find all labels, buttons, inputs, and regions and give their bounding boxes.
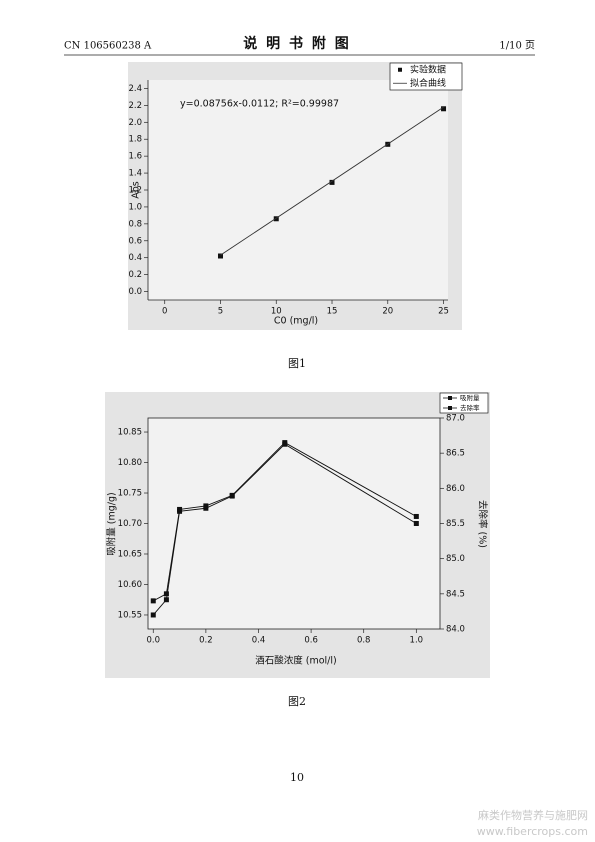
- y-tick-label: 10.80: [118, 458, 142, 468]
- data-point: [150, 598, 156, 604]
- y-tick-label: 1.0: [128, 202, 142, 212]
- y2-tick-label: 85.5: [446, 519, 465, 529]
- x-tick-label: 0.6: [304, 636, 318, 646]
- data-point: [203, 503, 209, 509]
- header-left: CN 106560238 A: [64, 41, 152, 52]
- y2-tick-label: 84.5: [446, 589, 465, 599]
- y-tick-label: 0.4: [128, 253, 142, 263]
- legend-box: [389, 62, 463, 91]
- y2-tick-label: 84.0: [446, 625, 465, 635]
- x-axis-label: 酒石酸浓度 (mol/l): [255, 655, 336, 667]
- y-axis-label: Abs: [131, 181, 142, 199]
- legend-label: 拟合曲线: [410, 77, 446, 89]
- legend-marker: [448, 406, 452, 410]
- series-line: [220, 106, 444, 256]
- x-tick-label: 20: [382, 307, 393, 317]
- x-tick-label: 10: [271, 307, 282, 317]
- plot-area: [147, 417, 441, 630]
- y-tick-label: 0.2: [128, 270, 142, 280]
- y-tick-label: 10.65: [118, 549, 142, 559]
- y2-tick-label: 87.0: [446, 414, 465, 424]
- y-tick-label: 2.4: [128, 84, 142, 94]
- caption: 图2: [288, 695, 306, 708]
- watermark: www.fibercrops.com: [477, 825, 588, 838]
- y2-tick-label: 86.0: [446, 484, 465, 494]
- x-tick-label: 0.2: [199, 636, 213, 646]
- annotation: y=0.08756x-0.0112; R²=0.99987: [180, 99, 339, 110]
- y-tick-label: 2.2: [128, 101, 142, 111]
- data-point: [229, 492, 235, 498]
- y-tick-label: 10.70: [118, 519, 142, 529]
- y-tick-label: 1.6: [128, 152, 142, 162]
- data-point: [150, 612, 156, 618]
- y-tick-label: 2.0: [128, 118, 142, 128]
- header-right: 1/10 页: [499, 40, 535, 52]
- x-tick-label: 25: [438, 307, 449, 317]
- data-point: [413, 521, 419, 526]
- page-number: 10: [290, 771, 304, 784]
- x-tick-label: 1.0: [410, 636, 424, 646]
- legend-marker: [398, 67, 402, 72]
- legend-label: 实验数据: [410, 63, 446, 75]
- watermark: 麻类作物营养与施肥网: [478, 808, 588, 822]
- data-point: [273, 216, 279, 222]
- y-tick-label: 1.2: [128, 186, 142, 196]
- x-axis-label: C0 (mg/l): [274, 316, 318, 327]
- data-point: [163, 597, 169, 603]
- x-tick-label: 0.4: [252, 636, 266, 646]
- y-tick-label: 0.8: [128, 219, 142, 229]
- plot-area: [148, 80, 448, 300]
- y2-axis-label: 去除率 (%): [477, 500, 489, 548]
- y-tick-label: 10.55: [118, 610, 142, 620]
- y-tick-label: 0.0: [128, 287, 142, 297]
- legend-marker: [448, 396, 452, 400]
- data-point: [329, 179, 335, 185]
- data-point: [282, 440, 288, 446]
- y-tick-label: 10.75: [118, 489, 142, 499]
- y-tick-label: 10.85: [118, 428, 142, 438]
- data-point: [217, 253, 223, 259]
- legend-label: 吸附量: [460, 393, 480, 402]
- data-point: [163, 591, 169, 597]
- y-tick-label: 0.6: [128, 236, 142, 246]
- y-axis-label: 吸附量 (mg/g): [106, 492, 118, 555]
- legend-label: 去除率: [460, 403, 480, 412]
- x-tick-label: 0.8: [357, 636, 371, 646]
- x-tick-label: 0: [162, 307, 167, 317]
- y2-tick-label: 86.5: [446, 449, 465, 459]
- x-tick-label: 15: [327, 307, 338, 317]
- x-tick-label: 5: [218, 307, 223, 317]
- y-tick-label: 10.60: [118, 580, 142, 590]
- y2-tick-label: 85.0: [446, 554, 465, 564]
- caption: 图1: [288, 357, 306, 370]
- header-title: 说 明 书 附 图: [243, 35, 351, 52]
- data-point: [413, 513, 419, 519]
- data-point: [177, 506, 183, 512]
- y-tick-label: 1.4: [128, 169, 142, 179]
- x-tick-label: 0.0: [146, 636, 160, 646]
- y-tick-label: 1.8: [128, 135, 142, 145]
- data-point: [441, 106, 447, 112]
